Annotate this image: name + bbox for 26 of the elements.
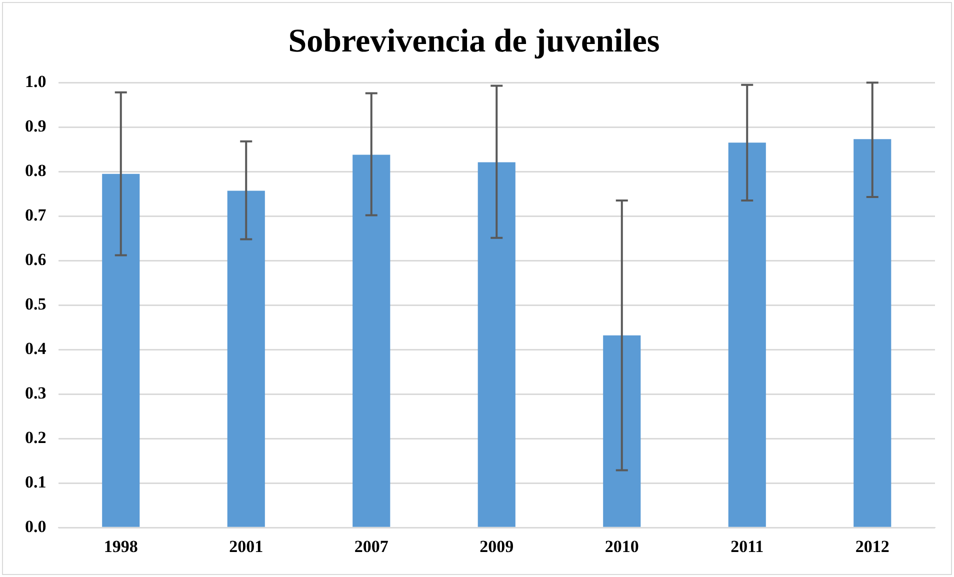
bar: [352, 154, 390, 527]
bar: [603, 335, 641, 527]
y-tick-label: 0.8: [25, 160, 46, 180]
y-tick-label: 0.7: [25, 205, 47, 224]
bar: [854, 139, 892, 527]
y-tick-label: 0.5: [25, 294, 46, 314]
x-tick-label: 2001: [229, 537, 264, 556]
x-tick-label: 2010: [604, 537, 639, 556]
bar: [102, 174, 140, 527]
y-tick-label: 0.0: [25, 516, 46, 536]
x-tick-label: 1998: [104, 537, 138, 556]
chart-title: Sobrevivencia de juveniles: [288, 23, 660, 60]
bar: [478, 162, 516, 527]
y-tick-label: 0.4: [25, 338, 47, 358]
y-tick-label: 0.1: [25, 472, 46, 492]
x-tick-label: 2011: [730, 537, 764, 556]
y-tick-label: 0.2: [25, 428, 46, 447]
bar: [728, 142, 766, 527]
y-tick-label: 0.6: [25, 250, 46, 269]
bar: [227, 190, 265, 527]
x-tick-label: 2007: [354, 537, 389, 556]
x-tick-label: 2009: [480, 537, 514, 556]
y-tick-label: 0.3: [25, 383, 46, 402]
x-tick-label: 2012: [855, 537, 890, 556]
y-tick-label: 0.9: [25, 116, 46, 136]
y-tick-label: 1.0: [25, 72, 46, 91]
